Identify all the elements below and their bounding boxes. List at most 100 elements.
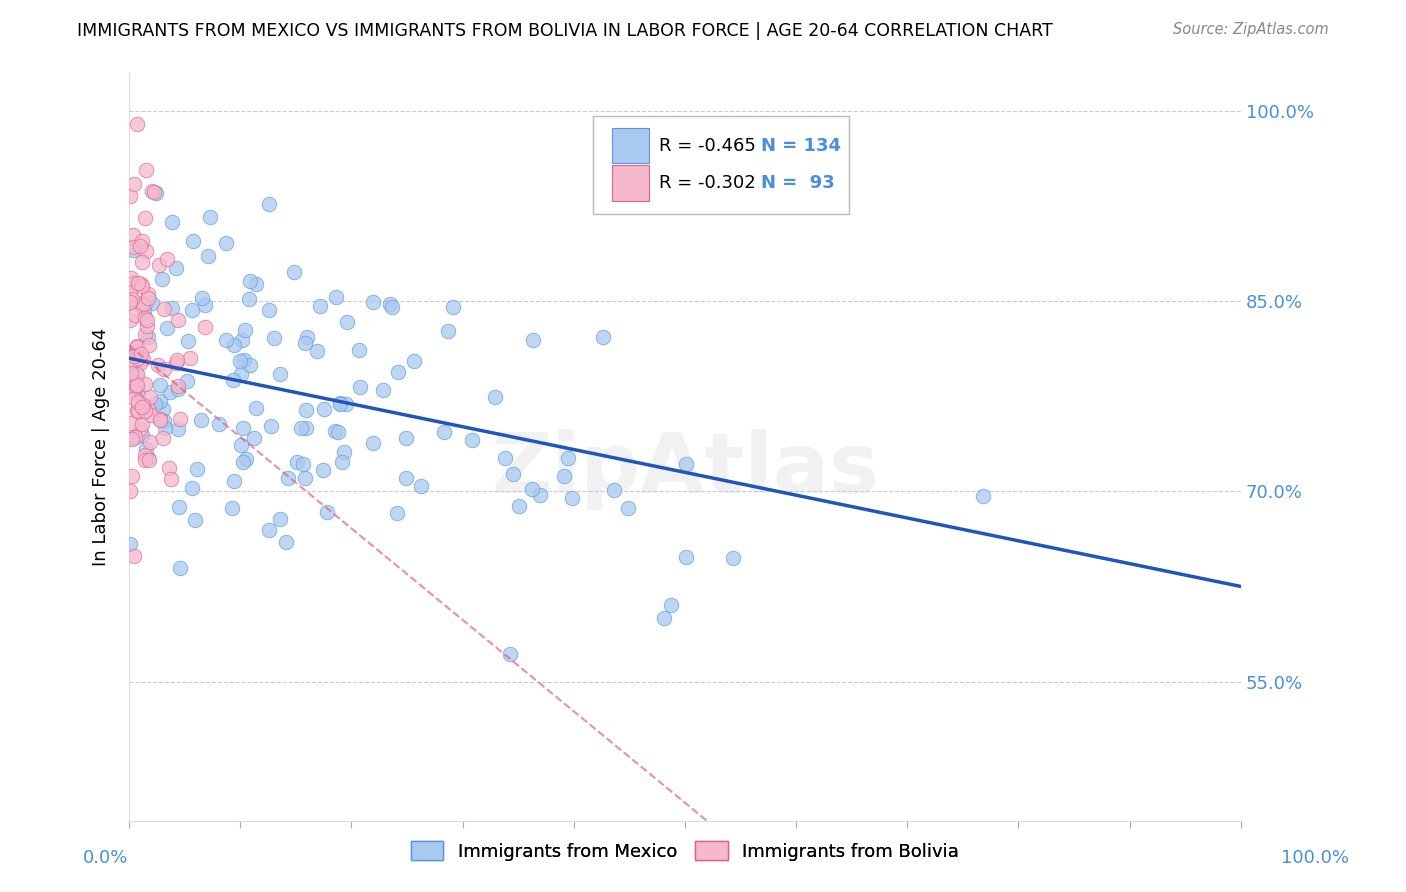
Point [263,331,285,345]
Point [603,483,626,498]
Point [441,300,464,314]
FancyBboxPatch shape [612,128,650,163]
Point [180,481,202,495]
FancyBboxPatch shape [612,165,650,201]
Point [127,117,149,131]
Point [121,292,143,306]
Point [122,227,145,242]
Point [134,449,156,463]
Point [557,450,579,465]
Point [349,380,371,394]
Point [155,420,177,434]
Point [329,396,352,410]
Point [156,252,179,266]
Point [257,524,280,538]
Point [166,353,188,368]
Point [167,500,190,514]
Point [231,367,253,381]
Point [232,420,254,434]
Point [675,457,697,471]
Point [257,196,280,211]
Point [136,313,159,327]
Point [395,470,418,484]
Point [309,299,332,313]
Point [127,403,149,417]
Point [242,431,264,445]
Point [134,304,156,318]
Point [132,298,155,312]
Point [409,479,432,493]
Point [461,433,484,447]
Point [294,420,316,434]
Point [181,302,204,317]
Point [224,337,246,351]
Point [285,455,308,469]
Y-axis label: In Labor Force | Age 20-64: In Labor Force | Age 20-64 [93,328,110,566]
Point [224,474,246,488]
Point [179,351,201,365]
Point [395,431,418,445]
Point [135,318,157,333]
Point [120,483,142,498]
Point [122,385,145,400]
Point [150,272,173,286]
Point [125,345,148,359]
Point [121,432,143,446]
Point [124,309,146,323]
Point [232,455,254,469]
Point [307,344,329,359]
Point [160,215,183,229]
Point [136,402,159,417]
Text: R = -0.302: R = -0.302 [659,174,756,192]
Point [233,352,256,367]
Point [135,295,157,310]
Point [121,416,143,430]
Point [520,482,543,496]
Text: ZipAtlas: ZipAtlas [491,429,879,510]
Point [222,373,245,387]
Point [269,511,291,525]
Point [127,405,149,419]
Point [120,270,142,285]
Point [221,501,243,516]
Point [165,356,187,370]
Point [124,378,146,392]
Point [972,489,994,503]
Point [127,351,149,365]
Point [134,211,156,225]
FancyBboxPatch shape [593,116,849,213]
Point [197,249,219,263]
Point [194,320,217,334]
Point [315,504,337,518]
Point [181,234,204,248]
Point [312,463,335,477]
Point [134,326,156,341]
Point [190,413,212,427]
Text: N =  93: N = 93 [761,174,834,192]
Point [122,244,145,258]
Point [283,265,305,279]
Point [118,294,141,309]
Point [245,401,267,416]
Point [437,324,460,338]
Point [131,417,153,432]
Point [152,302,174,317]
Point [233,323,256,337]
Point [136,451,159,466]
Point [381,301,404,315]
Point [257,303,280,318]
Point [529,488,551,502]
Point [329,397,352,411]
Point [120,537,142,551]
Text: 0.0%: 0.0% [83,849,128,867]
Point [169,561,191,575]
Point [215,333,238,347]
Point [132,398,155,412]
Point [131,254,153,268]
Point [160,301,183,315]
Point [134,376,156,391]
Point [229,354,252,368]
Point [245,277,267,291]
Point [721,550,744,565]
Text: Source: ZipAtlas.com: Source: ZipAtlas.com [1173,22,1329,37]
